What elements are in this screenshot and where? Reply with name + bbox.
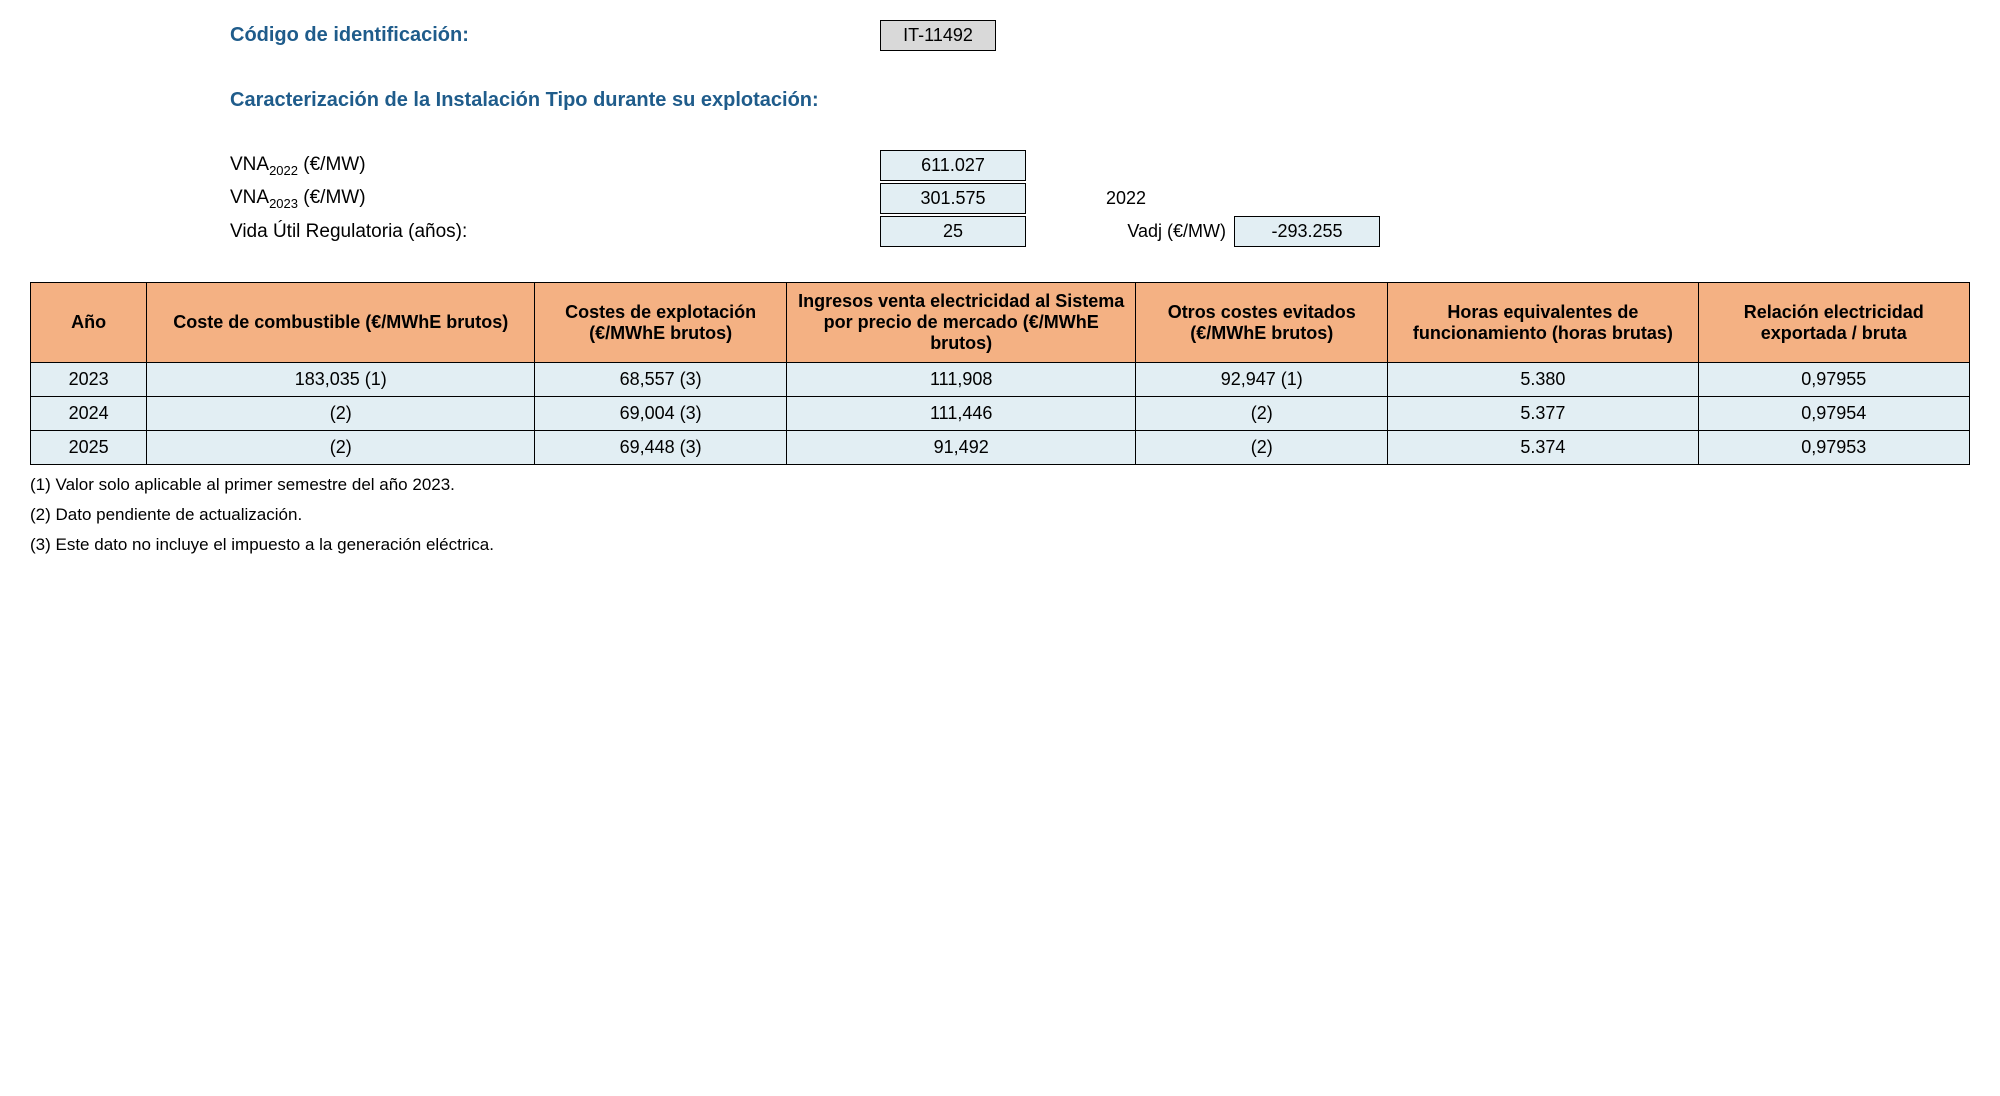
table-cell: 0,97955 <box>1698 363 1970 397</box>
table-cell: 0,97953 <box>1698 431 1970 465</box>
table-cell: 69,004 (3) <box>535 397 787 431</box>
table-row: 2023183,035 (1)68,557 (3)111,90892,947 (… <box>31 363 1970 397</box>
table-cell: 2023 <box>31 363 147 397</box>
table-cell: 5.380 <box>1388 363 1698 397</box>
section-title: Caracterización de la Instalación Tipo d… <box>230 89 819 112</box>
vna2023-value: 301.575 <box>880 183 1026 214</box>
vna2023-label: VNA2023 (€/MW) <box>230 187 880 211</box>
table-col-header: Coste de combustible (€/MWhE brutos) <box>147 283 535 363</box>
table-cell: 91,492 <box>787 431 1136 465</box>
vna2023-label-pre: VNA <box>230 187 269 208</box>
table-cell: (2) <box>1136 431 1388 465</box>
vadj-value: -293.255 <box>1234 216 1380 247</box>
table-col-header: Otros costes evitados (€/MWhE brutos) <box>1136 283 1388 363</box>
vida-row: Vida Útil Regulatoria (años): 25 Vadj (€… <box>230 216 1970 247</box>
vadj-label: Vadj (€/MW) <box>1026 221 1234 242</box>
id-value: IT-11492 <box>880 20 996 51</box>
year-right: 2022 <box>1026 188 1226 209</box>
table-col-header: Ingresos venta electricidad al Sistema p… <box>787 283 1136 363</box>
table-col-header: Año <box>31 283 147 363</box>
vna2022-label-post: (€/MW) <box>298 154 366 175</box>
table-cell: 0,97954 <box>1698 397 1970 431</box>
table-cell: (2) <box>147 397 535 431</box>
id-label: Código de identificación: <box>230 24 880 47</box>
vida-label: Vida Útil Regulatoria (años): <box>230 221 880 243</box>
vna2022-label-sub: 2022 <box>269 162 298 177</box>
table-col-header: Relación electricidad exportada / bruta <box>1698 283 1970 363</box>
table-body: 2023183,035 (1)68,557 (3)111,90892,947 (… <box>31 363 1970 465</box>
table-cell: 2024 <box>31 397 147 431</box>
table-cell: 69,448 (3) <box>535 431 787 465</box>
table-col-header: Costes de explotación (€/MWhE brutos) <box>535 283 787 363</box>
table-row: 2025(2)69,448 (3)91,492(2)5.3740,97953 <box>31 431 1970 465</box>
footnote: (1) Valor solo aplicable al primer semes… <box>30 475 1970 495</box>
vna2022-value: 611.027 <box>880 150 1026 181</box>
vna2023-label-sub: 2023 <box>269 195 298 210</box>
table-col-header: Horas equivalentes de funcionamiento (ho… <box>1388 283 1698 363</box>
vna2022-label-pre: VNA <box>230 154 269 175</box>
vna2022-row: VNA2022 (€/MW) 611.027 <box>230 150 1970 181</box>
footnote: (3) Este dato no incluye el impuesto a l… <box>30 535 1970 555</box>
vida-value: 25 <box>880 216 1026 247</box>
footnote: (2) Dato pendiente de actualización. <box>30 505 1970 525</box>
vna2023-row: VNA2023 (€/MW) 301.575 2022 <box>230 183 1970 214</box>
vna2022-label: VNA2022 (€/MW) <box>230 154 880 178</box>
table-cell: 111,908 <box>787 363 1136 397</box>
section-title-row: Caracterización de la Instalación Tipo d… <box>30 89 1970 112</box>
footnotes: (1) Valor solo aplicable al primer semes… <box>30 475 1970 555</box>
table-cell: 183,035 (1) <box>147 363 535 397</box>
table-cell: 111,446 <box>787 397 1136 431</box>
table-cell: (2) <box>1136 397 1388 431</box>
table-row: 2024(2)69,004 (3)111,446(2)5.3770,97954 <box>31 397 1970 431</box>
data-table: AñoCoste de combustible (€/MWhE brutos)C… <box>30 282 1970 465</box>
table-cell: 5.374 <box>1388 431 1698 465</box>
table-cell: 68,557 (3) <box>535 363 787 397</box>
table-cell: 92,947 (1) <box>1136 363 1388 397</box>
table-cell: 5.377 <box>1388 397 1698 431</box>
table-cell: 2025 <box>31 431 147 465</box>
vna2023-label-post: (€/MW) <box>298 187 366 208</box>
params-block: VNA2022 (€/MW) 611.027 VNA2023 (€/MW) 30… <box>230 150 1970 247</box>
id-row: Código de identificación: IT-11492 <box>30 20 1970 51</box>
table-header: AñoCoste de combustible (€/MWhE brutos)C… <box>31 283 1970 363</box>
table-cell: (2) <box>147 431 535 465</box>
